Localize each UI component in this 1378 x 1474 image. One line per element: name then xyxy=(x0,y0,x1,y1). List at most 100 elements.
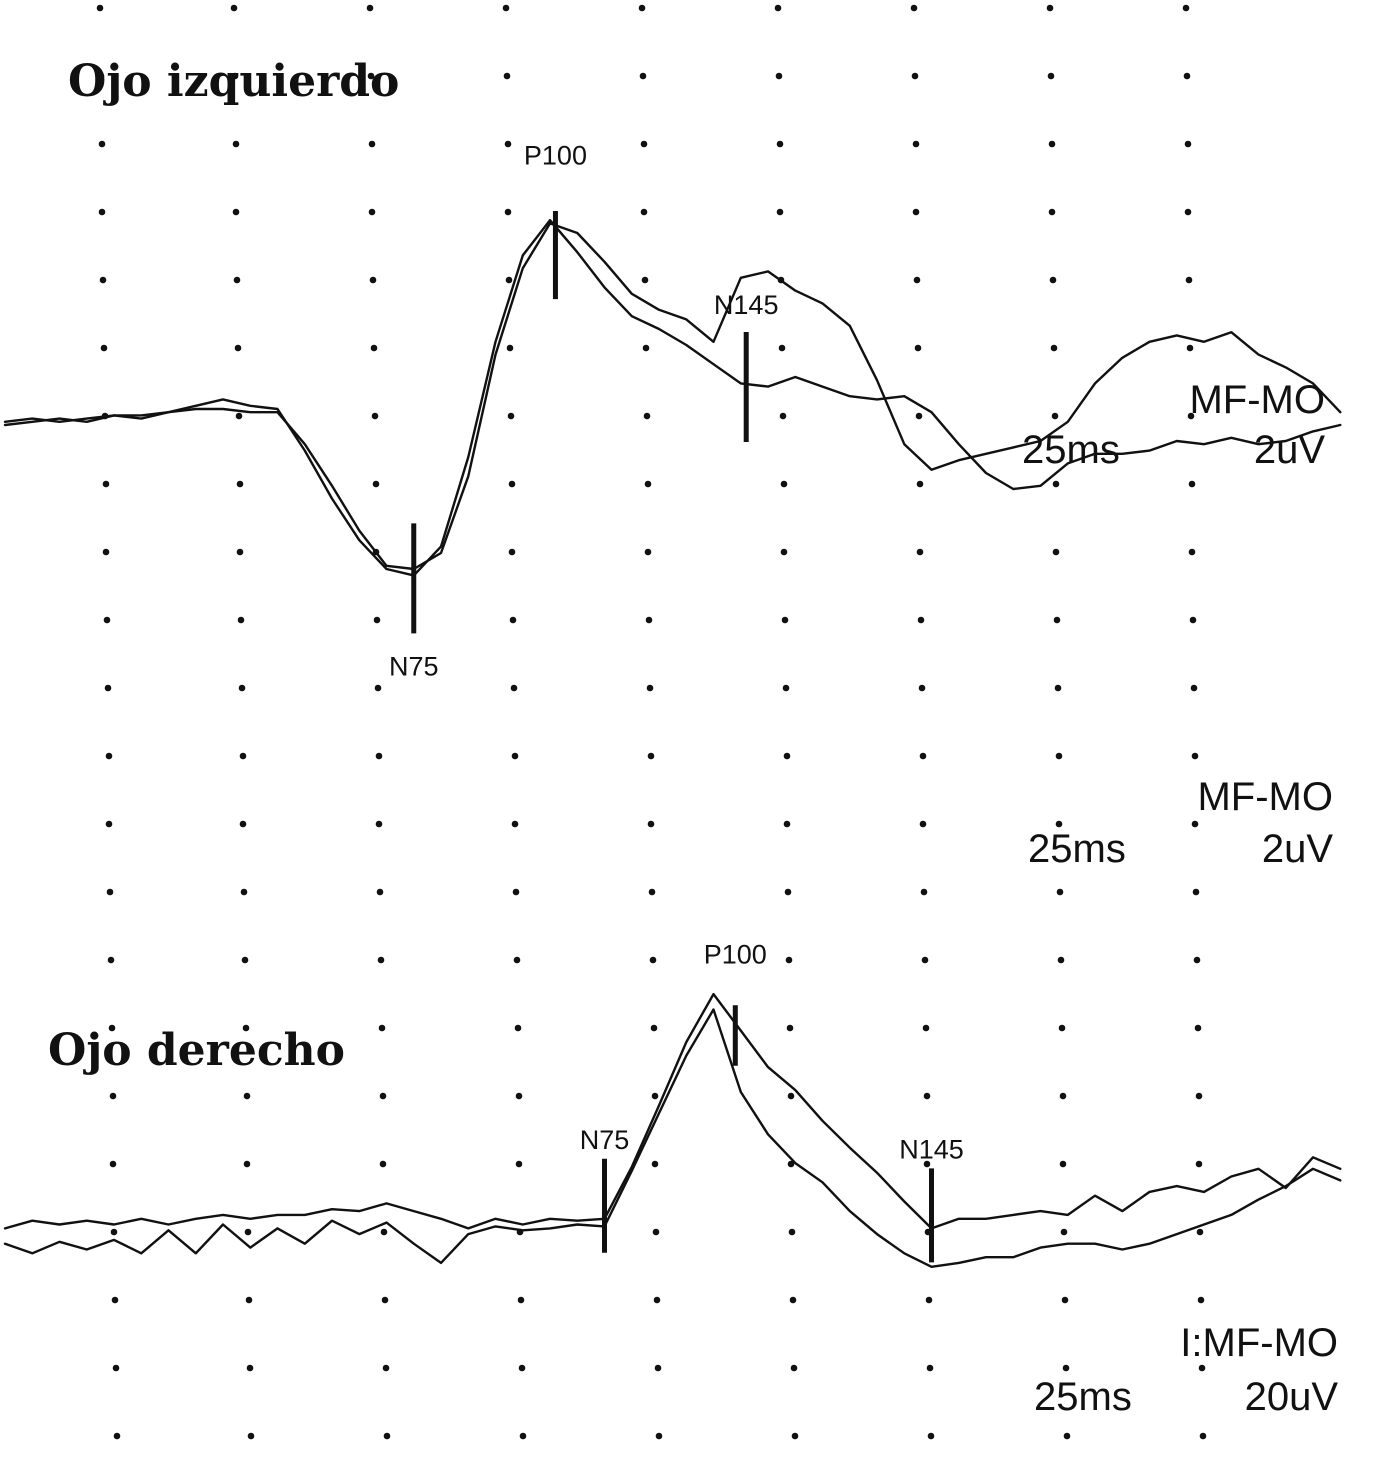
grid-dot xyxy=(102,480,110,488)
grid-dot xyxy=(787,1160,795,1168)
grid-dot xyxy=(504,208,512,216)
grid-dot xyxy=(654,1364,662,1372)
peak-label-n75: N75 xyxy=(389,651,439,681)
grid-dot xyxy=(784,888,792,896)
middle-amplitude-scale: 2uV xyxy=(1262,827,1333,871)
grid-dot xyxy=(788,1228,796,1236)
grid-dot xyxy=(508,480,516,488)
grid-dot xyxy=(926,1364,934,1372)
grid-dot xyxy=(243,1160,251,1168)
grid-dot xyxy=(110,1228,118,1236)
grid-dot xyxy=(103,616,111,624)
grid-dot xyxy=(99,276,107,284)
grid-dot xyxy=(239,820,247,828)
grid-dot xyxy=(1059,1092,1067,1100)
grid-dot xyxy=(1051,412,1059,420)
grid-dot xyxy=(236,548,244,556)
grid-dot xyxy=(375,820,383,828)
grid-dot xyxy=(109,1092,117,1100)
grid-dot xyxy=(652,1228,660,1236)
grid-dot xyxy=(1047,72,1055,80)
grid-dot xyxy=(508,548,516,556)
grid-dot xyxy=(644,548,652,556)
grid-dot xyxy=(782,684,790,692)
right-eye-channel-label: I:MF-MO xyxy=(1180,1321,1338,1365)
grid-dot xyxy=(912,208,920,216)
peak-label-p100: P100 xyxy=(704,939,767,969)
grid-dot xyxy=(518,1364,526,1372)
grid-dot xyxy=(1048,140,1056,148)
grid-dot xyxy=(643,412,651,420)
grid-dot xyxy=(234,344,242,352)
grid-dot xyxy=(507,412,515,420)
grid-dot xyxy=(113,1432,121,1440)
grid-dot xyxy=(651,1160,659,1168)
grid-dot xyxy=(381,1296,389,1304)
grid-dot xyxy=(98,208,106,216)
grid-dot xyxy=(105,752,113,760)
grid-dot xyxy=(1062,1364,1070,1372)
grid-dot xyxy=(1192,888,1200,896)
grid-dot xyxy=(1191,752,1199,760)
grid-dot xyxy=(646,684,654,692)
grid-dot xyxy=(913,276,921,284)
grid-dot xyxy=(1189,616,1197,624)
peak-label-n75: N75 xyxy=(580,1125,630,1155)
grid-dot xyxy=(1184,140,1192,148)
grid-dot xyxy=(1187,412,1195,420)
grid-dot xyxy=(1052,548,1060,556)
grid-dot xyxy=(370,344,378,352)
grid-dot xyxy=(1196,1228,1204,1236)
grid-dot xyxy=(502,4,510,12)
grid-dot xyxy=(504,140,512,148)
right-eye-time-scale: 25ms xyxy=(1034,1375,1132,1419)
grid-dot xyxy=(237,616,245,624)
grid-dot xyxy=(1057,956,1065,964)
grid-dot xyxy=(1046,4,1054,12)
grid-dot xyxy=(639,72,647,80)
grid-dot xyxy=(375,752,383,760)
grid-dot xyxy=(1185,276,1193,284)
middle-time-scale: 25ms xyxy=(1028,827,1126,871)
grid-dot xyxy=(916,480,924,488)
grid-dot xyxy=(517,1296,525,1304)
grid-dot xyxy=(98,140,106,148)
grid-dot xyxy=(107,956,115,964)
grid-dot xyxy=(783,752,791,760)
grid-dot xyxy=(915,412,923,420)
grid-dot xyxy=(1058,1024,1066,1032)
grid-dot xyxy=(786,1024,794,1032)
grid-dot xyxy=(912,140,920,148)
grid-dot xyxy=(377,956,385,964)
grid-dot xyxy=(108,1024,116,1032)
grid-dot xyxy=(1195,1092,1203,1100)
grid-dot xyxy=(236,480,244,488)
grid-dot xyxy=(247,1432,255,1440)
grid-dot xyxy=(380,1228,388,1236)
grid-dot xyxy=(515,1092,523,1100)
grid-dot xyxy=(638,4,646,12)
grid-dot xyxy=(648,888,656,896)
grid-dot xyxy=(1197,1296,1205,1304)
grid-dot xyxy=(645,616,653,624)
grid-dot xyxy=(785,956,793,964)
grid-dot xyxy=(649,956,657,964)
grid-dot xyxy=(791,1432,799,1440)
grid-dot xyxy=(514,1024,522,1032)
grid-dot xyxy=(506,344,514,352)
grid-dot xyxy=(239,752,247,760)
grid-dot xyxy=(369,276,377,284)
grid-dot xyxy=(1063,1432,1071,1440)
grid-dot xyxy=(1198,1364,1206,1372)
grid-dot xyxy=(914,344,922,352)
grid-dot xyxy=(1182,4,1190,12)
grid-dot xyxy=(642,344,650,352)
grid-dot xyxy=(651,1092,659,1100)
grid-dot xyxy=(244,1228,252,1236)
waveform-trace-1 xyxy=(3,992,1342,1230)
grid-dot xyxy=(373,616,381,624)
grid-dot xyxy=(927,1432,935,1440)
middle-channel-label: MF-MO xyxy=(1197,775,1333,819)
grid-dot xyxy=(97,72,105,80)
